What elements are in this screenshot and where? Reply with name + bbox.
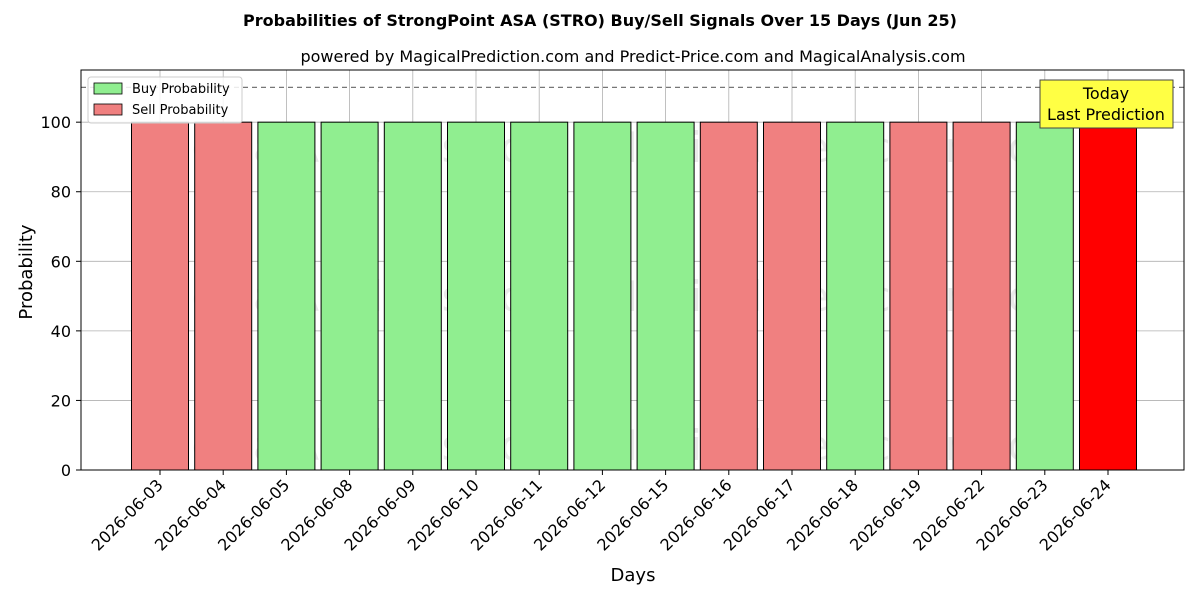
legend-label-sell: Sell Probability (132, 103, 229, 118)
y-tick-label: 40 (51, 322, 71, 341)
legend-box (87, 76, 243, 124)
bar-buy (636, 121, 695, 471)
chart-subtitle: powered by MagicalPrediction.com and Pre… (300, 47, 965, 66)
bar-sell (194, 121, 253, 471)
bar-sell (699, 121, 758, 471)
legend-label-buy: Buy Probability (132, 82, 230, 97)
today-annotation: Today Last Prediction (1039, 79, 1174, 129)
y-tick-label: 80 (51, 183, 71, 202)
bar-sell (131, 121, 189, 471)
y-tick-label: 0 (61, 461, 71, 480)
bar-buy (573, 121, 632, 471)
bar-sell (763, 121, 821, 471)
x-axis-ticks: 2026-06-032026-06-042026-06-052026-06-08… (88, 470, 1115, 555)
bar-layer (131, 121, 1137, 471)
y-tick-label: 20 (51, 391, 71, 410)
bar-sell (1079, 121, 1137, 471)
legend-swatch-buy (93, 82, 123, 95)
plot-frame (80, 69, 1185, 471)
x-axis-label: Days (611, 565, 656, 586)
bar-sell (952, 121, 1011, 471)
annotation-box (1039, 79, 1174, 129)
y-tick-label: 100 (40, 113, 71, 132)
legend: Buy Probability Sell Probability (87, 76, 243, 124)
annotation-line-2: Last Prediction (1047, 105, 1165, 124)
y-tick-label: 60 (51, 252, 71, 271)
bar-buy (447, 121, 505, 471)
bar-buy (510, 121, 569, 471)
y-axis-ticks: 0 20 40 60 80 100 (40, 113, 81, 480)
bar-buy (320, 121, 379, 471)
bar-sell (889, 121, 948, 471)
annotation-line-1: Today (1082, 84, 1129, 103)
y-axis-label: Probability (16, 224, 37, 319)
legend-swatch-sell (93, 103, 123, 116)
bar-buy (257, 121, 316, 471)
bar-buy (1015, 121, 1074, 471)
bar-buy (826, 121, 885, 471)
bar-buy (383, 121, 442, 471)
chart-title: Probabilities of StrongPoint ASA (STRO) … (243, 11, 957, 30)
